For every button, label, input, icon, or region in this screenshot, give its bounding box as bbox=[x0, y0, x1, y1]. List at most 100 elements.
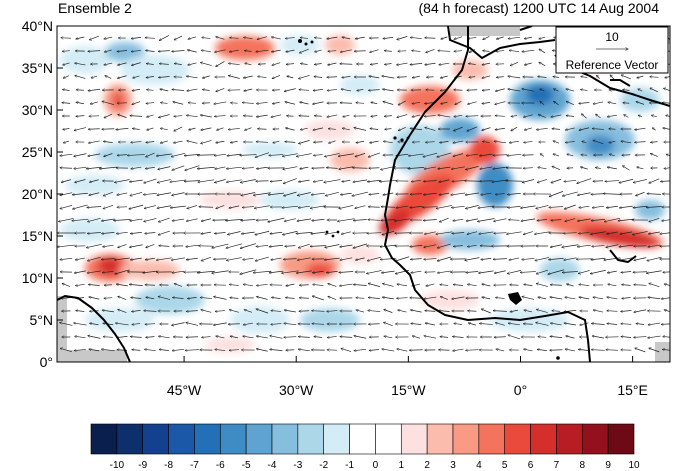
wind-vector-arrow bbox=[146, 142, 155, 143]
wind-vector-arrow bbox=[619, 178, 634, 183]
wind-vector-arrow bbox=[226, 257, 242, 261]
wind-vector-arrow bbox=[370, 140, 379, 143]
wind-vector-arrow bbox=[493, 259, 507, 260]
wind-vector-arrow bbox=[103, 141, 113, 142]
wind-vector-arrow bbox=[104, 113, 113, 118]
wind-vector-arrow bbox=[158, 51, 170, 52]
wind-vector-arrow bbox=[581, 114, 587, 119]
wind-vector-arrow bbox=[269, 155, 284, 156]
wind-vector-arrow bbox=[664, 284, 670, 286]
wind-vector-arrow bbox=[606, 231, 618, 234]
wind-vector-arrow bbox=[102, 271, 114, 272]
wind-vector-arrow bbox=[455, 101, 462, 104]
wind-vector-arrow bbox=[465, 257, 480, 261]
wind-vector-arrow bbox=[314, 336, 323, 337]
wind-vector-arrow bbox=[424, 166, 436, 169]
wind-vector-arrow bbox=[466, 350, 479, 351]
x-tick-label: 30°W bbox=[279, 382, 314, 398]
wind-vector-arrow bbox=[101, 218, 115, 221]
wind-vector-arrow bbox=[565, 297, 576, 300]
wind-vector-arrow bbox=[156, 257, 172, 260]
wind-vector-arrow bbox=[102, 129, 115, 130]
islands bbox=[298, 39, 560, 360]
wind-vector-arrow bbox=[75, 63, 86, 66]
wind-vector-arrow bbox=[337, 218, 355, 222]
wind-vector-arrow bbox=[436, 205, 453, 208]
wind-vector-arrow bbox=[579, 127, 590, 131]
wind-vector-arrow bbox=[76, 36, 85, 39]
wind-vector-arrow bbox=[143, 270, 158, 273]
wind-vector-arrow bbox=[271, 114, 282, 117]
colorbar-label: -7 bbox=[190, 460, 199, 471]
wind-vector-arrow bbox=[300, 38, 308, 39]
wind-vector-arrow bbox=[496, 36, 504, 39]
wind-vector-arrow bbox=[298, 74, 310, 78]
wind-vector-arrow bbox=[286, 49, 295, 52]
wind-vector-arrow bbox=[495, 127, 506, 129]
wind-vector-arrow bbox=[116, 128, 129, 129]
wind-vector-arrow bbox=[285, 298, 295, 299]
wind-vector-arrow bbox=[184, 181, 200, 182]
wind-vector-arrow bbox=[200, 62, 212, 66]
wind-vector-arrow bbox=[244, 51, 252, 52]
wind-vector-arrow bbox=[129, 179, 143, 182]
wind-vector-arrow bbox=[90, 323, 99, 326]
wind-vector-arrow bbox=[341, 348, 352, 352]
wind-vector-arrow bbox=[524, 141, 533, 142]
colorbar-box bbox=[581, 423, 609, 455]
wind-vector-arrow bbox=[243, 322, 253, 325]
x-tick-label: 45°W bbox=[167, 382, 202, 398]
wind-vector-arrow bbox=[174, 116, 183, 117]
wind-vector-arrow bbox=[281, 270, 299, 273]
wind-vector-arrow bbox=[186, 115, 198, 118]
wind-vector-arrow bbox=[75, 179, 86, 182]
wind-vector-arrow bbox=[117, 62, 127, 65]
wind-vector-arrow bbox=[521, 218, 536, 221]
wind-vector-arrow bbox=[633, 179, 647, 182]
wind-vector-arrow bbox=[90, 101, 98, 104]
wind-vector-arrow bbox=[313, 179, 323, 182]
wind-vector-arrow bbox=[325, 244, 340, 248]
wind-vector-arrow bbox=[256, 142, 268, 143]
wind-vector-arrow bbox=[466, 218, 478, 221]
wind-vector-arrow bbox=[637, 75, 644, 78]
wind-vector-arrow bbox=[103, 337, 113, 338]
wind-vector-arrow bbox=[311, 192, 325, 195]
wind-vector-arrow bbox=[241, 192, 256, 196]
wind-vector-arrow bbox=[510, 309, 519, 312]
wind-vector-arrow bbox=[115, 269, 130, 274]
wind-vector-arrow bbox=[624, 115, 629, 118]
wind-vector-arrow bbox=[438, 311, 450, 312]
wind-vector-arrow bbox=[229, 310, 239, 313]
wind-vector-arrow bbox=[384, 116, 392, 117]
wind-vector-arrow bbox=[383, 37, 394, 38]
wind-vector-arrow bbox=[159, 349, 169, 350]
wind-vector-arrow bbox=[494, 337, 506, 338]
wind-vector-arrow bbox=[146, 114, 154, 117]
wind-vector-arrow bbox=[89, 349, 100, 352]
wind-vector-arrow bbox=[60, 153, 73, 156]
wind-vector-arrow bbox=[536, 127, 548, 129]
wind-vector-arrow bbox=[62, 51, 70, 52]
wind-vector-arrow bbox=[214, 116, 226, 117]
wind-vector-arrow bbox=[622, 297, 631, 298]
wind-vector-arrow bbox=[355, 153, 366, 156]
wind-vector-arrow bbox=[158, 77, 170, 78]
wind-vector-arrow bbox=[339, 204, 354, 208]
wind-vector-arrow bbox=[478, 205, 495, 208]
wind-vector-arrow bbox=[160, 89, 169, 92]
wind-vector-arrow bbox=[607, 114, 617, 117]
wind-vector-arrow bbox=[383, 102, 394, 105]
wind-vector-arrow bbox=[187, 297, 197, 298]
wind-vector-arrow bbox=[172, 89, 185, 90]
wind-vector-arrow bbox=[89, 297, 100, 300]
wind-vector-arrow bbox=[524, 62, 532, 65]
wind-vector-arrow bbox=[440, 75, 448, 78]
wind-vector-arrow bbox=[60, 257, 73, 259]
wind-vector-arrow bbox=[622, 166, 630, 171]
wind-vector-arrow bbox=[370, 63, 378, 64]
wind-vector-arrow bbox=[467, 245, 477, 246]
wind-vector-arrow bbox=[312, 270, 324, 273]
wind-vector-arrow bbox=[228, 75, 240, 79]
wind-vector-arrow bbox=[426, 77, 434, 78]
